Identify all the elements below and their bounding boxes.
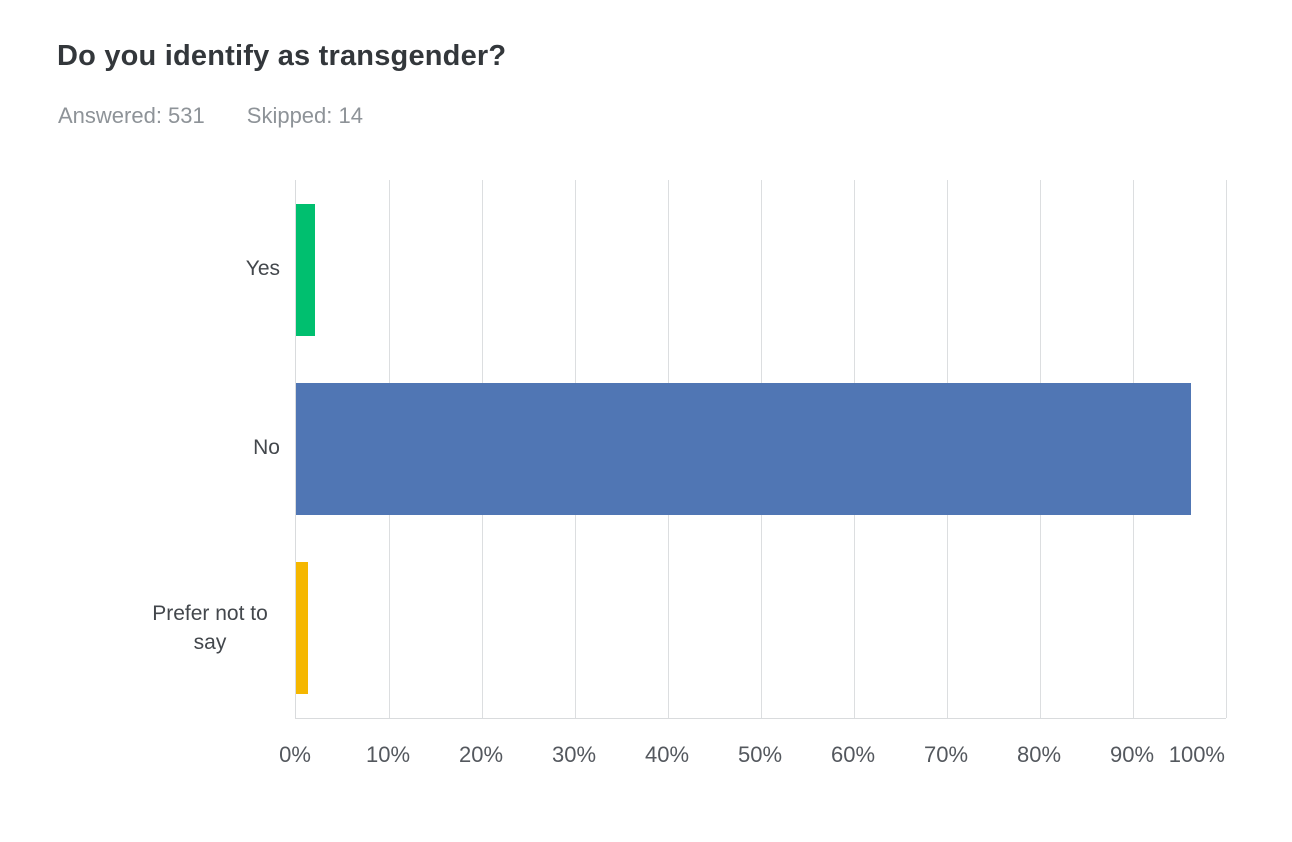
x-tick-label: 80% (1016, 742, 1062, 767)
category-labels: Yes No Prefer not to say (0, 180, 280, 718)
response-stats: Answered: 531 Skipped: 14 (58, 103, 363, 129)
category-label: Yes (245, 257, 280, 281)
gridline (1226, 180, 1227, 718)
bar-yes (296, 204, 315, 336)
category-label: No (253, 436, 280, 460)
x-tick-label: 20% (458, 742, 504, 767)
category-label: Prefer not to say (152, 602, 268, 654)
x-tick-label: 10% (365, 742, 411, 767)
question-title: Do you identify as transgender? (57, 40, 507, 72)
plot-area (295, 180, 1227, 719)
bar-prefer-not-to-say (296, 562, 309, 694)
x-tick-label: 60% (830, 742, 876, 767)
x-tick-label: 30% (551, 742, 597, 767)
skipped-count: Skipped: 14 (246, 103, 363, 128)
bar-no (296, 383, 1191, 515)
x-tick-label: 90% (1109, 742, 1155, 767)
answered-count: Answered: 531 (58, 103, 205, 128)
x-tick-label: 100% (1168, 742, 1225, 767)
x-tick-label: 50% (737, 742, 783, 767)
x-axis: 0% 10% 20% 30% 40% 50% 60% 70% 80% 90% 100% (279, 742, 1225, 776)
x-tick-label: 40% (644, 742, 690, 767)
x-tick-label: 0% (279, 742, 311, 767)
x-tick-label: 70% (923, 742, 969, 767)
